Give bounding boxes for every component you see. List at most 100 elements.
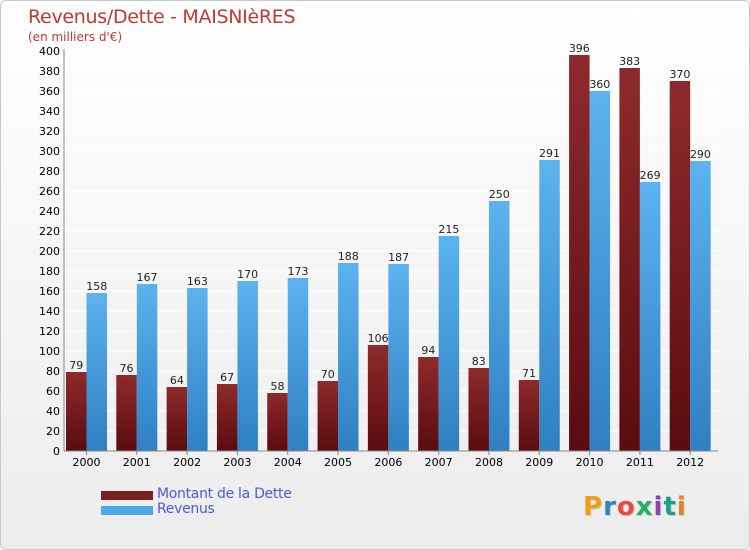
y-tick-label: 0 <box>53 445 60 458</box>
value-label-dette: 70 <box>321 368 335 381</box>
x-tick-label: 2008 <box>475 456 503 469</box>
bar-dette <box>367 345 389 451</box>
y-tick-label: 220 <box>39 225 60 238</box>
bar-revenus <box>237 281 258 451</box>
bar-dette <box>166 387 188 451</box>
y-tick-label: 240 <box>39 205 60 218</box>
y-tick-label: 200 <box>39 245 60 258</box>
logo-letter: x <box>635 492 654 522</box>
y-tick-label: 80 <box>46 365 60 378</box>
value-label-dette: 64 <box>170 374 184 387</box>
value-label-revenus: 187 <box>388 251 409 264</box>
x-tick-label: 2006 <box>374 456 402 469</box>
logo-letter: r <box>603 492 617 522</box>
bar-revenus <box>86 293 107 451</box>
legend-swatch-revenus <box>101 506 153 515</box>
y-tick-label: 280 <box>39 165 60 178</box>
y-tick-label: 380 <box>39 65 60 78</box>
value-label-dette: 383 <box>619 55 640 68</box>
x-tick-label: 2010 <box>576 456 604 469</box>
x-tick-label: 2002 <box>173 456 201 469</box>
value-label-dette: 106 <box>368 332 389 345</box>
value-label-revenus: 173 <box>287 265 308 278</box>
y-tick-label: 360 <box>39 85 60 98</box>
value-label-dette: 94 <box>421 344 435 357</box>
chart-title: Revenus/Dette - MAISNIèRES <box>28 6 296 28</box>
value-label-revenus: 290 <box>690 148 711 161</box>
bar-dette <box>669 81 691 451</box>
value-label-revenus: 291 <box>539 147 560 160</box>
value-label-dette: 67 <box>220 371 234 384</box>
bar-revenus <box>338 263 359 451</box>
value-label-revenus: 167 <box>137 271 158 284</box>
bar-revenus <box>690 161 711 451</box>
value-label-revenus: 188 <box>338 250 359 263</box>
value-label-dette: 71 <box>522 367 536 380</box>
value-label-dette: 76 <box>120 362 134 375</box>
value-label-revenus: 163 <box>187 275 208 288</box>
bar-dette <box>66 372 87 451</box>
proxiti-logo: Proxiti <box>583 492 687 522</box>
y-tick-label: 260 <box>39 185 60 198</box>
y-tick-label: 40 <box>46 405 60 418</box>
bar-dette <box>468 368 489 451</box>
bar-revenus <box>589 91 611 451</box>
logo-letter: t <box>663 492 677 522</box>
chart-subtitle: (en milliers d'€) <box>28 30 123 44</box>
logo-letter: i <box>676 492 687 522</box>
bar-dette <box>619 68 640 451</box>
value-label-revenus: 269 <box>640 169 661 182</box>
bar-revenus <box>388 264 409 451</box>
x-tick-label: 2007 <box>425 456 453 469</box>
x-tick-label: 2005 <box>324 456 352 469</box>
x-tick-label: 2011 <box>626 456 654 469</box>
x-tick-label: 2009 <box>525 456 553 469</box>
bar-revenus <box>488 201 510 451</box>
bar-dette <box>518 380 540 451</box>
legend-label-dette: Montant de la Dette <box>157 486 292 502</box>
bar-dette <box>116 375 137 451</box>
y-tick-label: 100 <box>39 345 60 358</box>
y-tick-label: 300 <box>39 145 60 158</box>
x-tick-label: 2001 <box>123 456 151 469</box>
y-tick-label: 320 <box>39 125 60 138</box>
y-tick-label: 180 <box>39 265 60 278</box>
value-label-dette: 83 <box>472 355 486 368</box>
value-label-dette: 79 <box>69 359 83 372</box>
logo-letter: o <box>616 492 636 522</box>
bar-dette <box>267 393 288 451</box>
y-tick-label: 400 <box>39 45 60 58</box>
x-tick-label: 2004 <box>274 456 302 469</box>
x-tick-label: 2012 <box>676 456 704 469</box>
bar-dette <box>216 384 238 451</box>
value-label-revenus: 170 <box>237 268 258 281</box>
bar-revenus <box>438 236 460 451</box>
bar-revenus <box>136 284 158 451</box>
logo-letter: i <box>653 492 664 522</box>
bar-dette <box>569 55 590 451</box>
value-label-revenus: 158 <box>86 280 107 293</box>
bar-revenus <box>287 278 309 451</box>
x-tick-label: 2000 <box>73 456 101 469</box>
y-tick-label: 140 <box>39 305 60 318</box>
bar-revenus <box>187 288 208 451</box>
bar-dette <box>317 381 339 451</box>
bar-revenus <box>639 182 661 451</box>
legend-label-revenus: Revenus <box>157 501 215 517</box>
bar-revenus <box>539 160 560 451</box>
value-label-dette: 396 <box>569 42 590 55</box>
y-tick-label: 60 <box>46 385 60 398</box>
bar-dette <box>418 357 439 451</box>
y-tick-label: 120 <box>39 325 60 338</box>
value-label-revenus: 360 <box>589 78 610 91</box>
y-tick-label: 20 <box>46 425 60 438</box>
y-tick-label: 340 <box>39 105 60 118</box>
logo-letter: P <box>583 492 604 522</box>
x-tick-label: 2003 <box>223 456 251 469</box>
value-label-revenus: 215 <box>438 223 459 236</box>
legend-swatch-dette <box>101 491 153 500</box>
y-tick-label: 160 <box>39 285 60 298</box>
value-label-dette: 370 <box>669 68 690 81</box>
